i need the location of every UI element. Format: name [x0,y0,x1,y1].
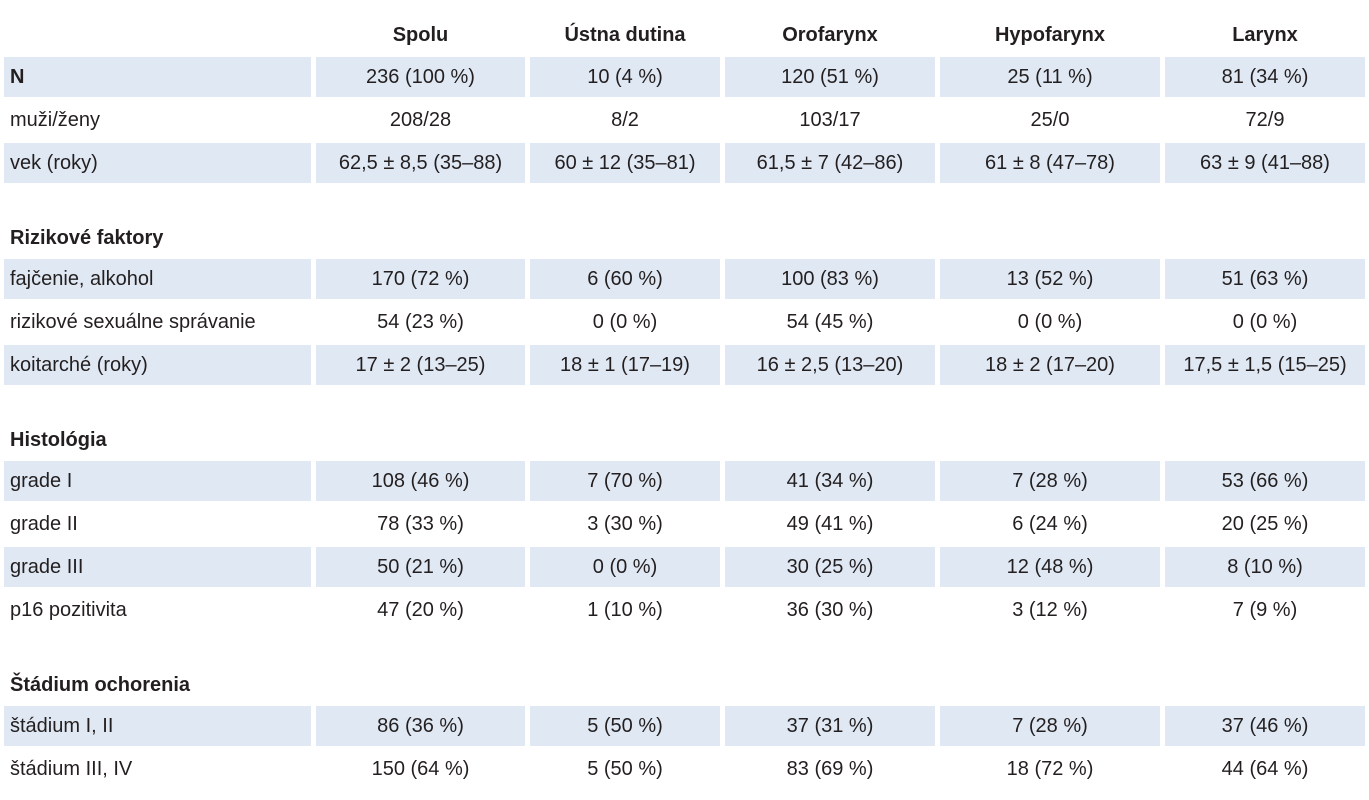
table-cell: 37 (46 %) [1165,706,1365,746]
table-cell: 5 (50 %) [587,758,663,780]
row-label: fajčenie, alkohol [4,259,311,299]
table-cell: 13 (52 %) [940,259,1160,299]
table-cell: 17 ± 2 (13–25) [316,345,525,385]
table-cell: 36 (30 %) [786,599,874,621]
table-cell: 54 (23 %) [377,311,464,333]
table-cell: 78 (33 %) [377,513,464,535]
table-cell: 16 ± 2,5 (13–20) [725,345,935,385]
row-label: p16 pozitivita [10,599,127,621]
table-cell: 208/28 [389,109,452,131]
table-cell: 3 (30 %) [587,513,663,535]
table-cell: 170 (72 %) [316,259,525,299]
column-header: Spolu [392,24,449,46]
table-cell: 100 (83 %) [725,259,935,299]
table-cell: 62,5 ± 8,5 (35–88) [316,143,525,183]
table-cell: 108 (46 %) [316,461,525,501]
table-cell: 44 (64 %) [1221,758,1309,780]
row-label: grade II [10,513,78,535]
table-cell: 49 (41 %) [786,513,874,535]
row-label: rizikové sexuálne správanie [10,311,256,333]
column-header: Larynx [1232,24,1298,46]
table-cell: 18 ± 2 (17–20) [940,345,1160,385]
table-cell: 60 ± 12 (35–81) [530,143,720,183]
table-cell: 17,5 ± 1,5 (15–25) [1165,345,1365,385]
table-cell: 86 (36 %) [316,706,525,746]
table-cell: 20 (25 %) [1221,513,1309,535]
table-cell: 25 (11 %) [940,57,1160,97]
row-label: štádium III, IV [10,758,133,780]
table-cell: 51 (63 %) [1165,259,1365,299]
table-cell: 12 (48 %) [940,547,1160,587]
table-cell: 30 (25 %) [725,547,935,587]
column-header: Orofarynx [782,24,878,46]
table-cell: 18 ± 1 (17–19) [530,345,720,385]
table-cell: 47 (20 %) [377,599,464,621]
table-cell: 7 (70 %) [530,461,720,501]
table-cell: 83 (69 %) [786,758,874,780]
table-cell: 0 (0 %) [530,547,720,587]
section-title: Štádium ochorenia [10,674,191,696]
table-cell: 6 (60 %) [530,259,720,299]
section-title: Histológia [10,429,107,451]
table-cell: 37 (31 %) [725,706,935,746]
row-label: N [4,57,311,97]
table-cell: 0 (0 %) [1017,311,1083,333]
row-label: grade III [4,547,311,587]
row-label: grade I [4,461,311,501]
table-cell: 1 (10 %) [587,599,663,621]
table-cell: 3 (12 %) [1012,599,1088,621]
table-cell: 5 (50 %) [530,706,720,746]
table-cell: 7 (9 %) [1232,599,1298,621]
table-cell: 0 (0 %) [592,311,658,333]
table-cell: 7 (28 %) [940,706,1160,746]
section-title: Rizikové faktory [10,227,164,249]
row-label: koitarché (roky) [4,345,311,385]
table-cell: 25/0 [1030,109,1070,131]
table-cell: 61 ± 8 (47–78) [940,143,1160,183]
table-cell: 8/2 [611,109,639,131]
table-cell: 18 (72 %) [1006,758,1094,780]
row-label: muži/ženy [10,109,101,131]
table-cell: 41 (34 %) [725,461,935,501]
table-cell: 6 (24 %) [1012,513,1088,535]
table-cell: 63 ± 9 (41–88) [1165,143,1365,183]
table-cell: 81 (34 %) [1165,57,1365,97]
table-cell: 8 (10 %) [1165,547,1365,587]
table-cell: 72/9 [1245,109,1285,131]
column-header: Hypofarynx [994,24,1106,46]
table-cell: 53 (66 %) [1165,461,1365,501]
row-label: vek (roky) [4,143,311,183]
table-cell: 10 (4 %) [530,57,720,97]
row-label: štádium I, II [4,706,311,746]
table-cell: 103/17 [799,109,861,131]
table-cell: 120 (51 %) [725,57,935,97]
table-cell: 150 (64 %) [371,758,470,780]
table-cell: 54 (45 %) [786,311,874,333]
table-cell: 0 (0 %) [1232,311,1298,333]
table-cell: 61,5 ± 7 (42–86) [725,143,935,183]
table-cell: 236 (100 %) [316,57,525,97]
column-header: Ústna dutina [564,24,686,46]
table-cell: 7 (28 %) [940,461,1160,501]
table-cell: 50 (21 %) [316,547,525,587]
